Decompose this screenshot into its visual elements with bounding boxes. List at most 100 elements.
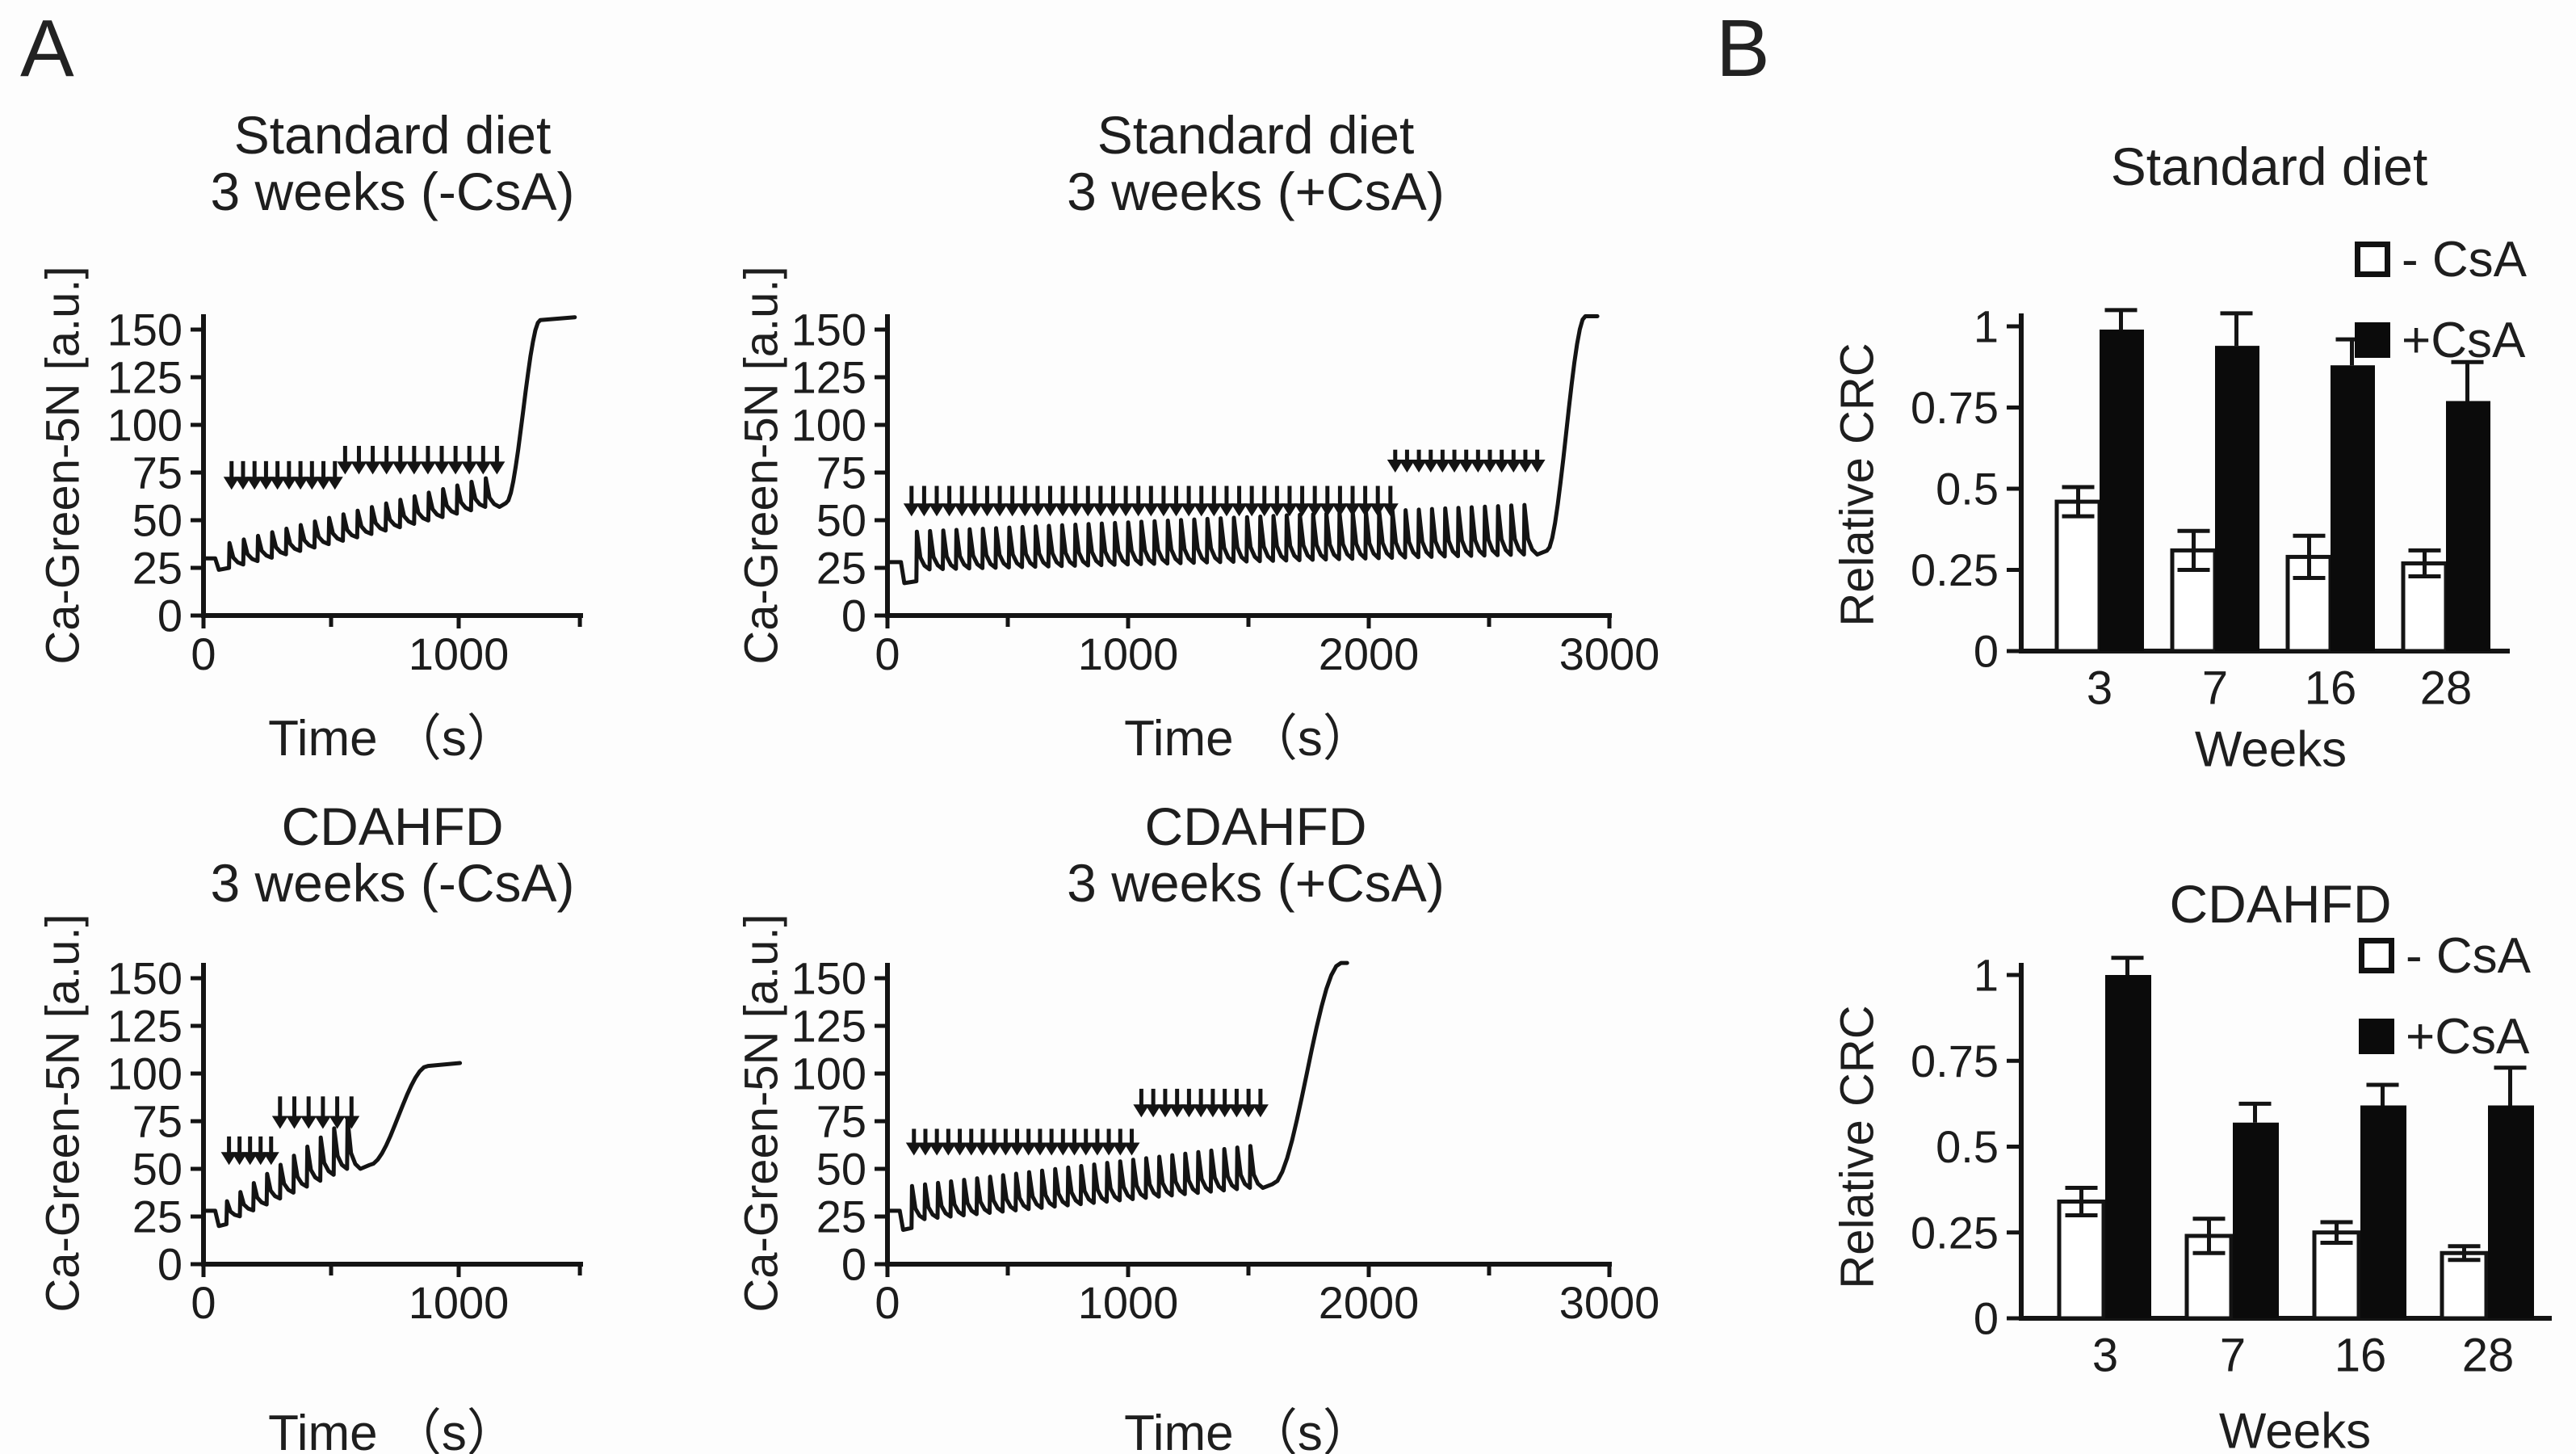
y-axis-label: Ca-Green-5N [a.u.] <box>36 914 90 1313</box>
tick-label: 1000 <box>409 628 510 679</box>
trace-path <box>885 960 1349 1232</box>
arrow-head-icon <box>1080 503 1097 517</box>
bar-minus-csa <box>2440 1250 2489 1321</box>
arrow-head-icon <box>1294 503 1311 517</box>
tick-label: 75 <box>132 1096 183 1147</box>
arrow-head-icon <box>1269 503 1286 517</box>
tick-label: 0 <box>1974 1293 1999 1344</box>
arrow-head-icon <box>1206 503 1223 517</box>
trace-title-std-minus-csa: Standard diet 3 weeks (-CsA) <box>110 107 675 220</box>
arrow-head-icon <box>1105 503 1122 517</box>
trace-path <box>885 314 1600 586</box>
arrow-head-icon <box>979 503 996 517</box>
arrow-head-icon <box>280 477 297 490</box>
trace-path <box>201 1061 463 1229</box>
stimulus-arrow-row <box>1133 1088 1269 1118</box>
bar-plus-csa <box>2446 401 2490 651</box>
stimulus-arrow-row <box>903 485 1399 517</box>
arrow-head-icon <box>1240 1104 1257 1118</box>
bar-group <box>2312 1082 2406 1321</box>
arrow-head-icon <box>963 1142 980 1156</box>
arrow-head-icon <box>300 1116 317 1129</box>
legend-label: +CsA <box>2406 1008 2530 1065</box>
stimulus-arrow-row <box>220 1136 279 1166</box>
arrow-head-icon <box>223 477 240 490</box>
tick-label: 0 <box>157 590 183 641</box>
arrow-head-icon <box>1470 460 1487 473</box>
arrow-head-icon <box>1332 503 1349 517</box>
arrow-head-icon <box>234 477 251 490</box>
filled-square-icon <box>2359 1019 2394 1054</box>
y-axis-label: Ca-Green-5N [a.u.] <box>36 266 90 665</box>
legend-row-plus-csa: +CsA <box>2359 1009 2529 1065</box>
tick-label: 1000 <box>409 1277 510 1328</box>
arrow-head-icon <box>1345 503 1361 517</box>
arrow-head-icon <box>951 1142 968 1156</box>
arrow-head-icon <box>1193 1104 1210 1118</box>
tick-label: 28 <box>2420 662 2473 715</box>
bar-plus-csa <box>2331 365 2375 651</box>
arrow-head-icon <box>1055 503 1072 517</box>
panel-b-label: B <box>1716 3 1770 94</box>
arrow-head-icon <box>1043 1142 1060 1156</box>
legend-row-plus-csa: +CsA <box>2355 313 2525 368</box>
tick-label: 75 <box>132 448 183 498</box>
stimulus-arrow-row <box>1387 449 1546 473</box>
arrow-head-icon <box>997 1142 1014 1156</box>
arrow-head-icon <box>315 477 332 490</box>
axes: 0 0.25 0.5 0.75 1 <box>1911 301 2510 677</box>
arrow-head-icon <box>1092 503 1109 517</box>
tick-label: 75 <box>816 1096 866 1147</box>
arrow-head-icon <box>405 461 422 475</box>
arrow-head-icon <box>1434 460 1451 473</box>
x-axis-label: Weeks <box>2218 1403 2372 1454</box>
tick-label: 2000 <box>1319 628 1420 679</box>
tick-label: 100 <box>107 1048 183 1099</box>
tick-label: 3000 <box>1559 628 1660 679</box>
bar-minus-csa <box>2057 1200 2106 1321</box>
arrow-head-icon <box>392 461 409 475</box>
tick-label: 100 <box>107 400 183 451</box>
arrow-head-icon <box>1218 503 1235 517</box>
y-axis-label: Relative CRC <box>1831 1005 1884 1289</box>
bar-group <box>2054 308 2144 653</box>
arrow-head-icon <box>1145 1104 1162 1118</box>
x-axis-label: Time （s） <box>268 711 517 767</box>
arrow-head-icon <box>1029 503 1046 517</box>
x-axis-label: Time （s） <box>1124 711 1373 767</box>
arrow-head-icon <box>292 477 309 490</box>
bar-plus-csa <box>2215 346 2259 651</box>
tick-label: 125 <box>791 1001 866 1052</box>
tick-label: 0 <box>157 1239 183 1290</box>
arrow-head-icon <box>1133 1104 1150 1118</box>
arrow-head-icon <box>350 461 367 475</box>
tick-label: 100 <box>791 1048 866 1099</box>
arrow-head-icon <box>1319 503 1336 517</box>
arrow-head-icon <box>929 503 946 517</box>
arrow-head-icon <box>1204 1104 1221 1118</box>
arrow-head-icon <box>1505 460 1522 473</box>
arrow-head-icon <box>905 1142 922 1156</box>
arrow-head-icon <box>258 477 275 490</box>
arrow-head-icon <box>1307 503 1324 517</box>
arrow-head-icon <box>1155 503 1172 517</box>
tick-label: 150 <box>107 953 183 1004</box>
panel-a-label: A <box>20 3 74 94</box>
tick-label: 150 <box>791 953 866 1004</box>
title-line-2: 3 weeks (-CsA) <box>210 853 575 913</box>
tick-label: 25 <box>132 1191 183 1242</box>
tick-label: 0 <box>191 628 216 679</box>
tick-label: 50 <box>816 495 866 546</box>
arrow-head-icon <box>1493 460 1510 473</box>
tick-label: 0.5 <box>1936 464 1999 515</box>
arrow-head-icon <box>1130 503 1147 517</box>
legend-row-minus-csa: - CsA <box>2355 232 2527 288</box>
arrow-head-icon <box>1481 460 1498 473</box>
x-axis-label: Time （s） <box>1124 1406 1373 1454</box>
bar-plus-csa <box>2105 975 2151 1318</box>
arrow-head-icon <box>929 1142 946 1156</box>
